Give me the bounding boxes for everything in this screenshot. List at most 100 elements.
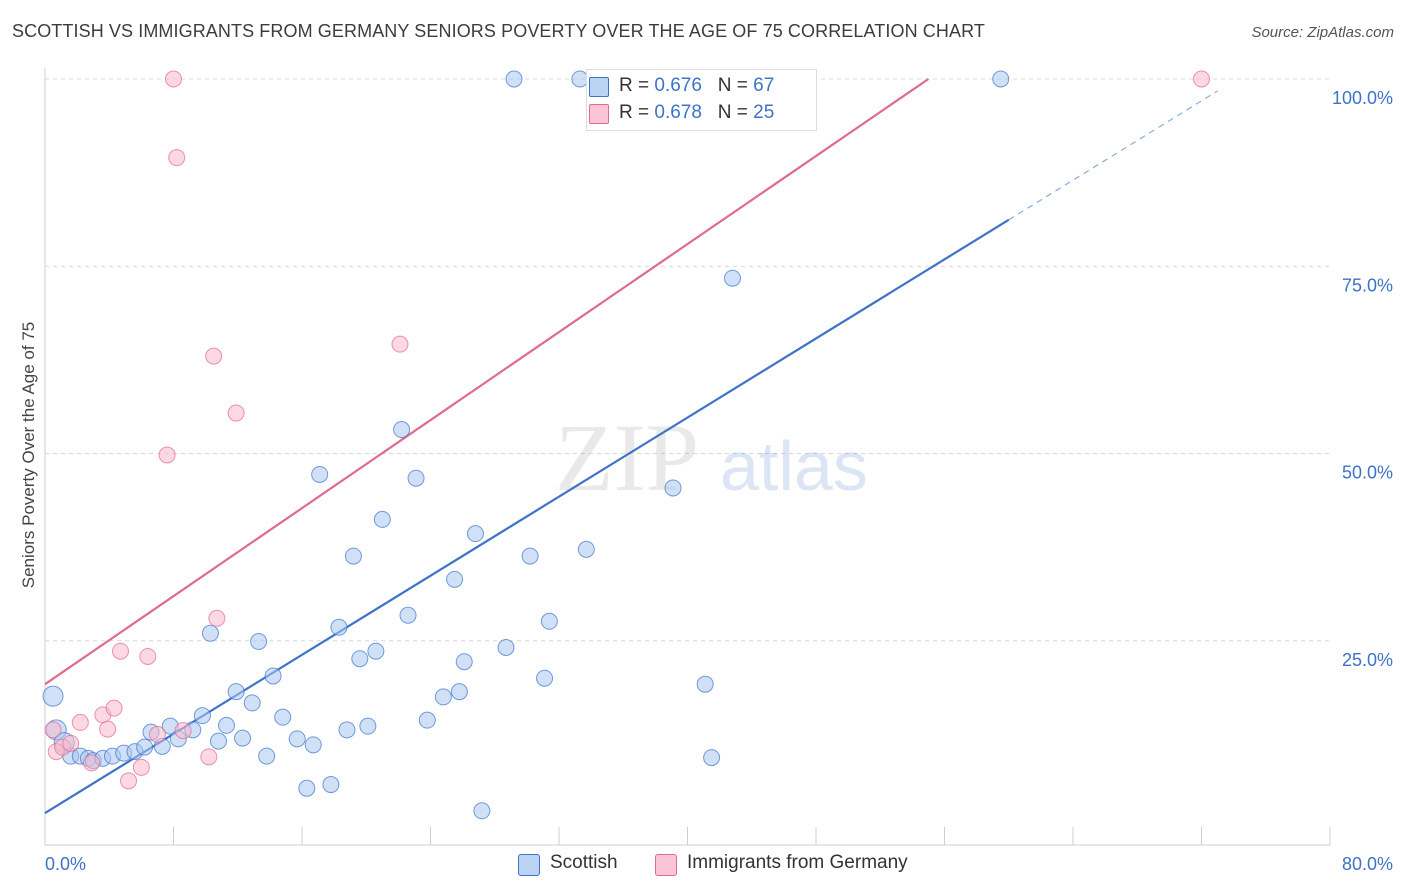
data-point-scottish [298, 779, 316, 797]
data-point-scottish [201, 624, 219, 642]
legend-r-value: 0.676 [654, 75, 702, 96]
data-point-germany [227, 404, 245, 422]
data-point-scottish [536, 669, 554, 687]
bottom-legend-label-scottish: Scottish [550, 852, 618, 873]
data-point-scottish [264, 667, 282, 685]
data-point-scottish [434, 688, 452, 706]
y-tick-label: 75.0% [1342, 275, 1393, 295]
data-points [42, 70, 1210, 820]
watermark: ZIP atlas [555, 404, 868, 511]
data-point-germany [165, 70, 182, 88]
data-point-germany [71, 713, 89, 731]
legend-n-value: 25 [753, 102, 775, 123]
data-point-scottish [330, 618, 348, 636]
bottom-legend-label-germany: Immigrants from Germany [687, 852, 908, 873]
legend-swatch-germany [589, 104, 609, 124]
data-point-scottish [367, 642, 385, 660]
trend-line-1 [44, 78, 930, 686]
data-point-scottish [466, 525, 484, 543]
data-point-scottish [42, 685, 64, 707]
data-point-scottish [136, 738, 154, 756]
legend-r-label: R = [619, 102, 650, 123]
tick-labels: 100.0% 75.0% 50.0% 25.0% 0.0% 80.0% [45, 88, 1393, 874]
x-tick-label: 80.0% [1342, 854, 1393, 874]
data-point-scottish [696, 675, 714, 693]
data-point-scottish [274, 708, 292, 726]
chart-title: SCOTTISH VS IMMIGRANTS FROM GERMANY SENI… [12, 21, 985, 41]
data-point-scottish [455, 653, 473, 671]
legend-swatch-scottish [589, 77, 609, 97]
bottom-legend-swatch-scottish [518, 854, 540, 876]
data-point-scottish [243, 694, 261, 712]
data-point-germany [391, 335, 409, 353]
data-point-scottish [322, 776, 340, 794]
data-point-scottish [992, 70, 1010, 88]
y-tick-label: 100.0% [1332, 88, 1393, 108]
data-point-germany [99, 720, 117, 738]
data-point-scottish [351, 650, 369, 668]
data-point-scottish [399, 606, 417, 624]
legend-n-value: 67 [753, 75, 775, 96]
y-axis-title: Seniors Poverty Over the Age of 75 [19, 322, 38, 588]
data-point-scottish [288, 730, 306, 748]
data-point-scottish [218, 716, 236, 734]
data-point-scottish [723, 269, 741, 287]
data-point-germany [120, 772, 138, 790]
data-point-scottish [234, 729, 252, 747]
legend-n-label: N = [717, 102, 748, 123]
data-point-scottish [250, 632, 268, 650]
data-point-germany [200, 748, 218, 766]
data-point-scottish [193, 707, 211, 725]
gridlines [45, 78, 1330, 642]
data-point-scottish [304, 736, 322, 754]
data-point-scottish [393, 421, 411, 439]
data-point-germany [1193, 70, 1210, 88]
source-label: Source: ZipAtlas.com [1251, 24, 1394, 41]
x-tick-label: 0.0% [45, 854, 86, 874]
data-point-scottish [664, 479, 682, 497]
data-point-scottish [577, 540, 595, 558]
y-tick-label: 25.0% [1342, 650, 1393, 670]
correlation-legend: R = 0.676 N = 67 R = 0.678 N = 25 [586, 69, 817, 131]
data-point-scottish [540, 612, 558, 630]
data-point-scottish [373, 510, 391, 528]
data-point-germany [62, 734, 80, 752]
data-point-germany [105, 699, 123, 717]
data-point-germany [132, 758, 150, 776]
data-point-scottish [338, 721, 356, 739]
data-point-scottish [227, 683, 245, 701]
data-point-scottish [418, 711, 436, 729]
data-point-scottish [505, 70, 523, 88]
data-point-scottish [359, 717, 377, 735]
y-tick-label: 50.0% [1342, 463, 1393, 483]
data-point-scottish [209, 732, 227, 750]
data-point-germany [44, 721, 62, 739]
trend-line-extension-0 [1008, 90, 1218, 221]
data-point-germany [205, 347, 223, 365]
data-point-scottish [446, 570, 464, 588]
data-point-germany [208, 609, 226, 627]
watermark-atlas: atlas [720, 427, 868, 505]
data-point-scottish [344, 547, 362, 565]
data-point-germany [158, 446, 176, 464]
legend-r-label: R = [619, 75, 650, 96]
data-point-scottish [497, 638, 515, 656]
data-point-germany [148, 725, 166, 743]
legend-n-label: N = [717, 75, 748, 96]
data-point-germany [111, 642, 129, 660]
legend-r-value: 0.678 [654, 102, 702, 123]
data-point-scottish [521, 547, 539, 565]
bottom-legend-swatch-germany [655, 854, 677, 876]
data-point-scottish [258, 747, 276, 765]
data-point-germany [168, 149, 186, 167]
data-point-germany [139, 647, 157, 665]
axes [44, 68, 1331, 846]
data-point-germany [83, 754, 101, 772]
data-point-germany [174, 722, 192, 740]
data-point-scottish [473, 802, 491, 820]
data-point-scottish [703, 749, 721, 767]
data-point-scottish [450, 683, 468, 701]
data-point-scottish [407, 469, 425, 487]
data-point-scottish [311, 465, 329, 483]
